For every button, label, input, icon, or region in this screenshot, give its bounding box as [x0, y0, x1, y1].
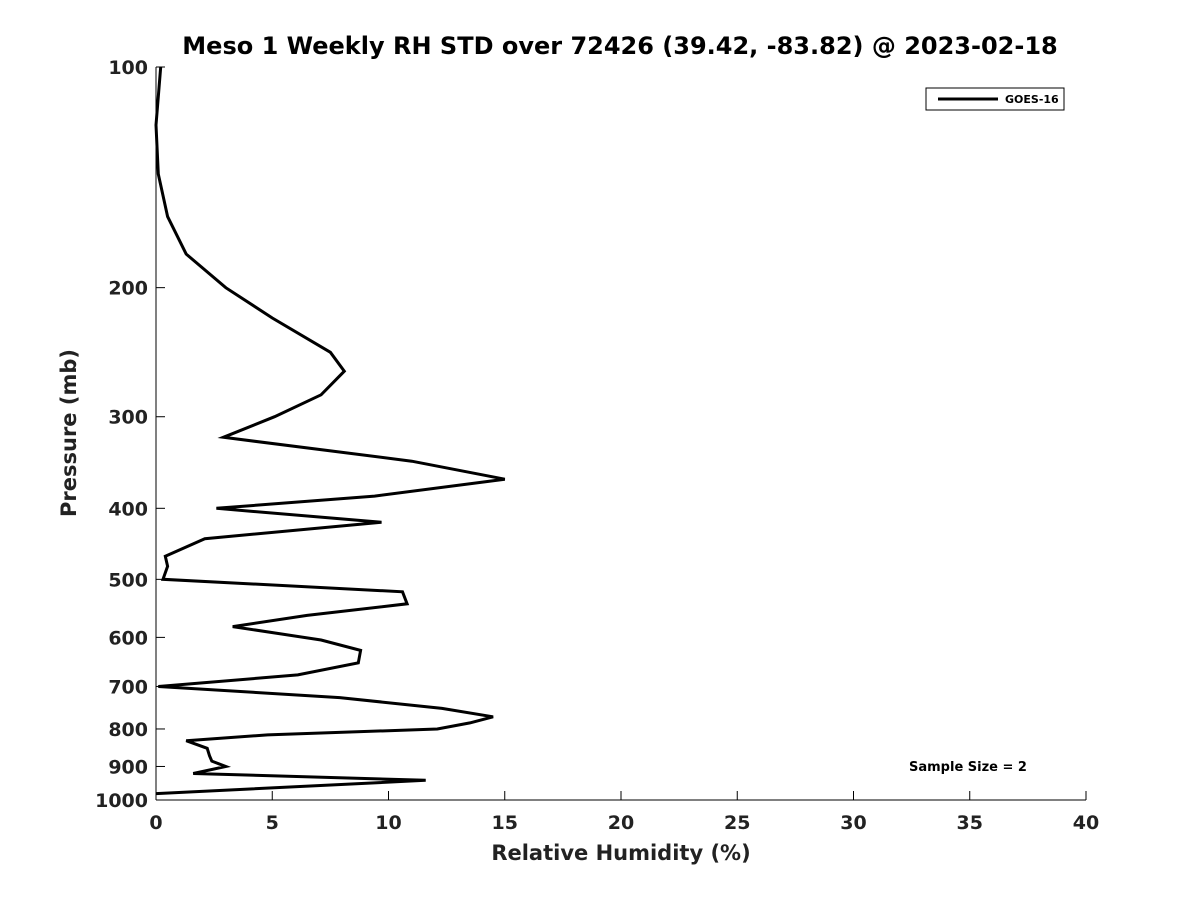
- sample-size-annotation: Sample Size = 2: [909, 760, 1027, 775]
- x-axis-label: Relative Humidity (%): [491, 841, 750, 865]
- y-tick-label: 800: [108, 719, 148, 741]
- y-tick-label: 100: [108, 57, 148, 79]
- y-axis-label: Pressure (mb): [57, 349, 81, 517]
- x-tick-label: 20: [608, 812, 634, 834]
- legend: GOES-16: [925, 87, 1065, 111]
- y-tick-label: 1000: [95, 790, 148, 812]
- x-tick-label: 40: [1073, 812, 1099, 834]
- y-tick-label: 500: [108, 569, 148, 591]
- x-tick-label: 10: [375, 812, 401, 834]
- y-tick-label: 200: [108, 278, 148, 300]
- series-group: [154, 66, 506, 796]
- x-tick-label: 0: [149, 812, 162, 834]
- series-line-goes-16: [154, 66, 506, 796]
- x-tick-label: 25: [724, 812, 750, 834]
- y-tick-label: 700: [108, 676, 148, 698]
- y-tick-label: 900: [108, 756, 148, 778]
- chart-title: Meso 1 Weekly RH STD over 72426 (39.42, …: [182, 32, 1057, 60]
- y-tick-label: 300: [108, 407, 148, 429]
- x-tick-label: 30: [840, 812, 866, 834]
- y-tick-label: 600: [108, 627, 148, 649]
- x-tick-label: 35: [957, 812, 983, 834]
- x-tick-label: 15: [492, 812, 518, 834]
- y-tick-label: 400: [108, 498, 148, 520]
- x-tick-label: 5: [266, 812, 279, 834]
- ticks: 0 5 10 15 20 25 30 35 40 100 200 300 400 500 600 700 800…: [95, 57, 1099, 834]
- legend-label: GOES-16: [1005, 93, 1059, 106]
